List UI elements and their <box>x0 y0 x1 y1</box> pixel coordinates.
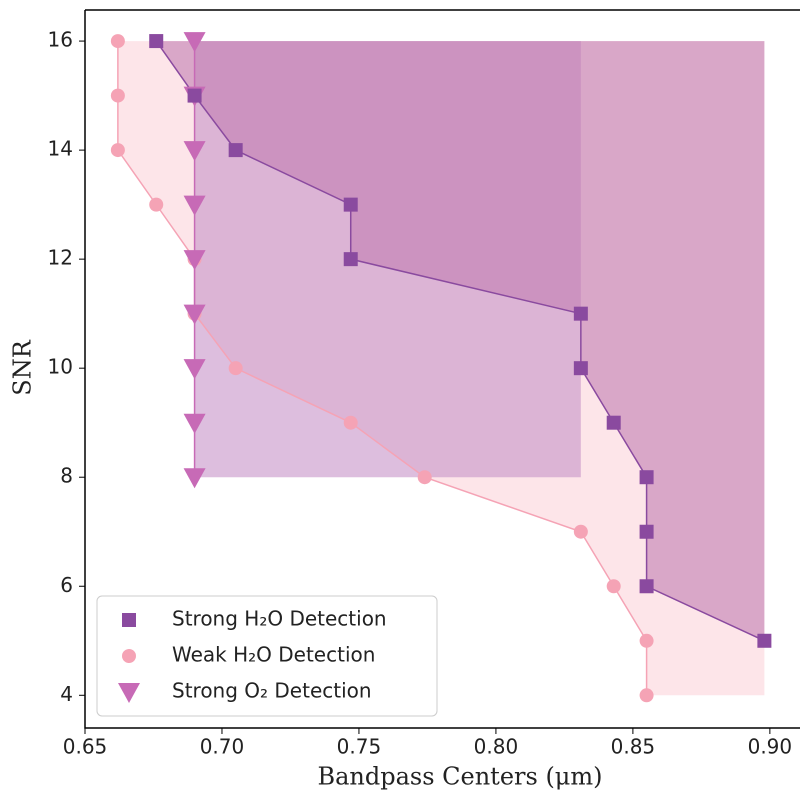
y-axis-label: SNR <box>9 339 37 395</box>
marker <box>122 613 136 627</box>
marker <box>606 415 621 430</box>
marker <box>122 649 136 663</box>
marker <box>606 579 621 594</box>
marker <box>118 683 140 703</box>
marker <box>228 143 243 158</box>
y-tick-label: 12 <box>48 246 73 270</box>
legend-label: Strong O₂ Detection <box>172 679 372 703</box>
marker <box>149 197 164 212</box>
marker <box>639 688 654 703</box>
marker <box>639 524 654 539</box>
marker <box>639 633 654 648</box>
marker <box>639 579 654 594</box>
x-tick-label: 0.90 <box>748 735 793 759</box>
marker <box>343 415 358 430</box>
marker <box>639 470 654 485</box>
y-tick-label: 6 <box>60 573 73 597</box>
marker <box>110 88 125 103</box>
marker <box>183 32 206 53</box>
series-line <box>155 40 765 642</box>
marker <box>183 359 206 380</box>
fill-area <box>156 41 765 641</box>
y-tick-label: 10 <box>48 355 73 379</box>
marker <box>573 306 588 321</box>
legend-label: Strong H₂O Detection <box>172 607 387 631</box>
marker <box>183 141 206 162</box>
marker <box>183 304 206 325</box>
x-tick-label: 0.85 <box>611 735 656 759</box>
marker <box>183 413 206 434</box>
y-tick-label: 16 <box>48 28 73 52</box>
x-tick-label: 0.70 <box>200 735 245 759</box>
marker <box>228 361 243 376</box>
marker <box>417 470 432 485</box>
marker <box>110 143 125 158</box>
marker <box>757 633 772 648</box>
y-tick-label: 4 <box>60 682 73 706</box>
legend-box <box>96 595 438 717</box>
marker <box>183 468 206 489</box>
x-tick-label: 0.65 <box>63 735 108 759</box>
marker <box>573 524 588 539</box>
marker <box>187 88 202 103</box>
y-tick-label: 14 <box>48 137 73 161</box>
x-tick-label: 0.75 <box>337 735 382 759</box>
marker <box>149 34 164 49</box>
marker <box>110 34 125 49</box>
marker <box>183 250 206 271</box>
x-tick-label: 0.80 <box>474 735 519 759</box>
marker <box>183 195 206 216</box>
legend-label: Weak H₂O Detection <box>172 643 375 667</box>
y-tick-label: 8 <box>60 464 73 488</box>
marker <box>343 197 358 212</box>
marker <box>343 252 358 267</box>
x-axis-label: Bandpass Centers (μm) <box>317 763 602 791</box>
marker <box>573 361 588 376</box>
